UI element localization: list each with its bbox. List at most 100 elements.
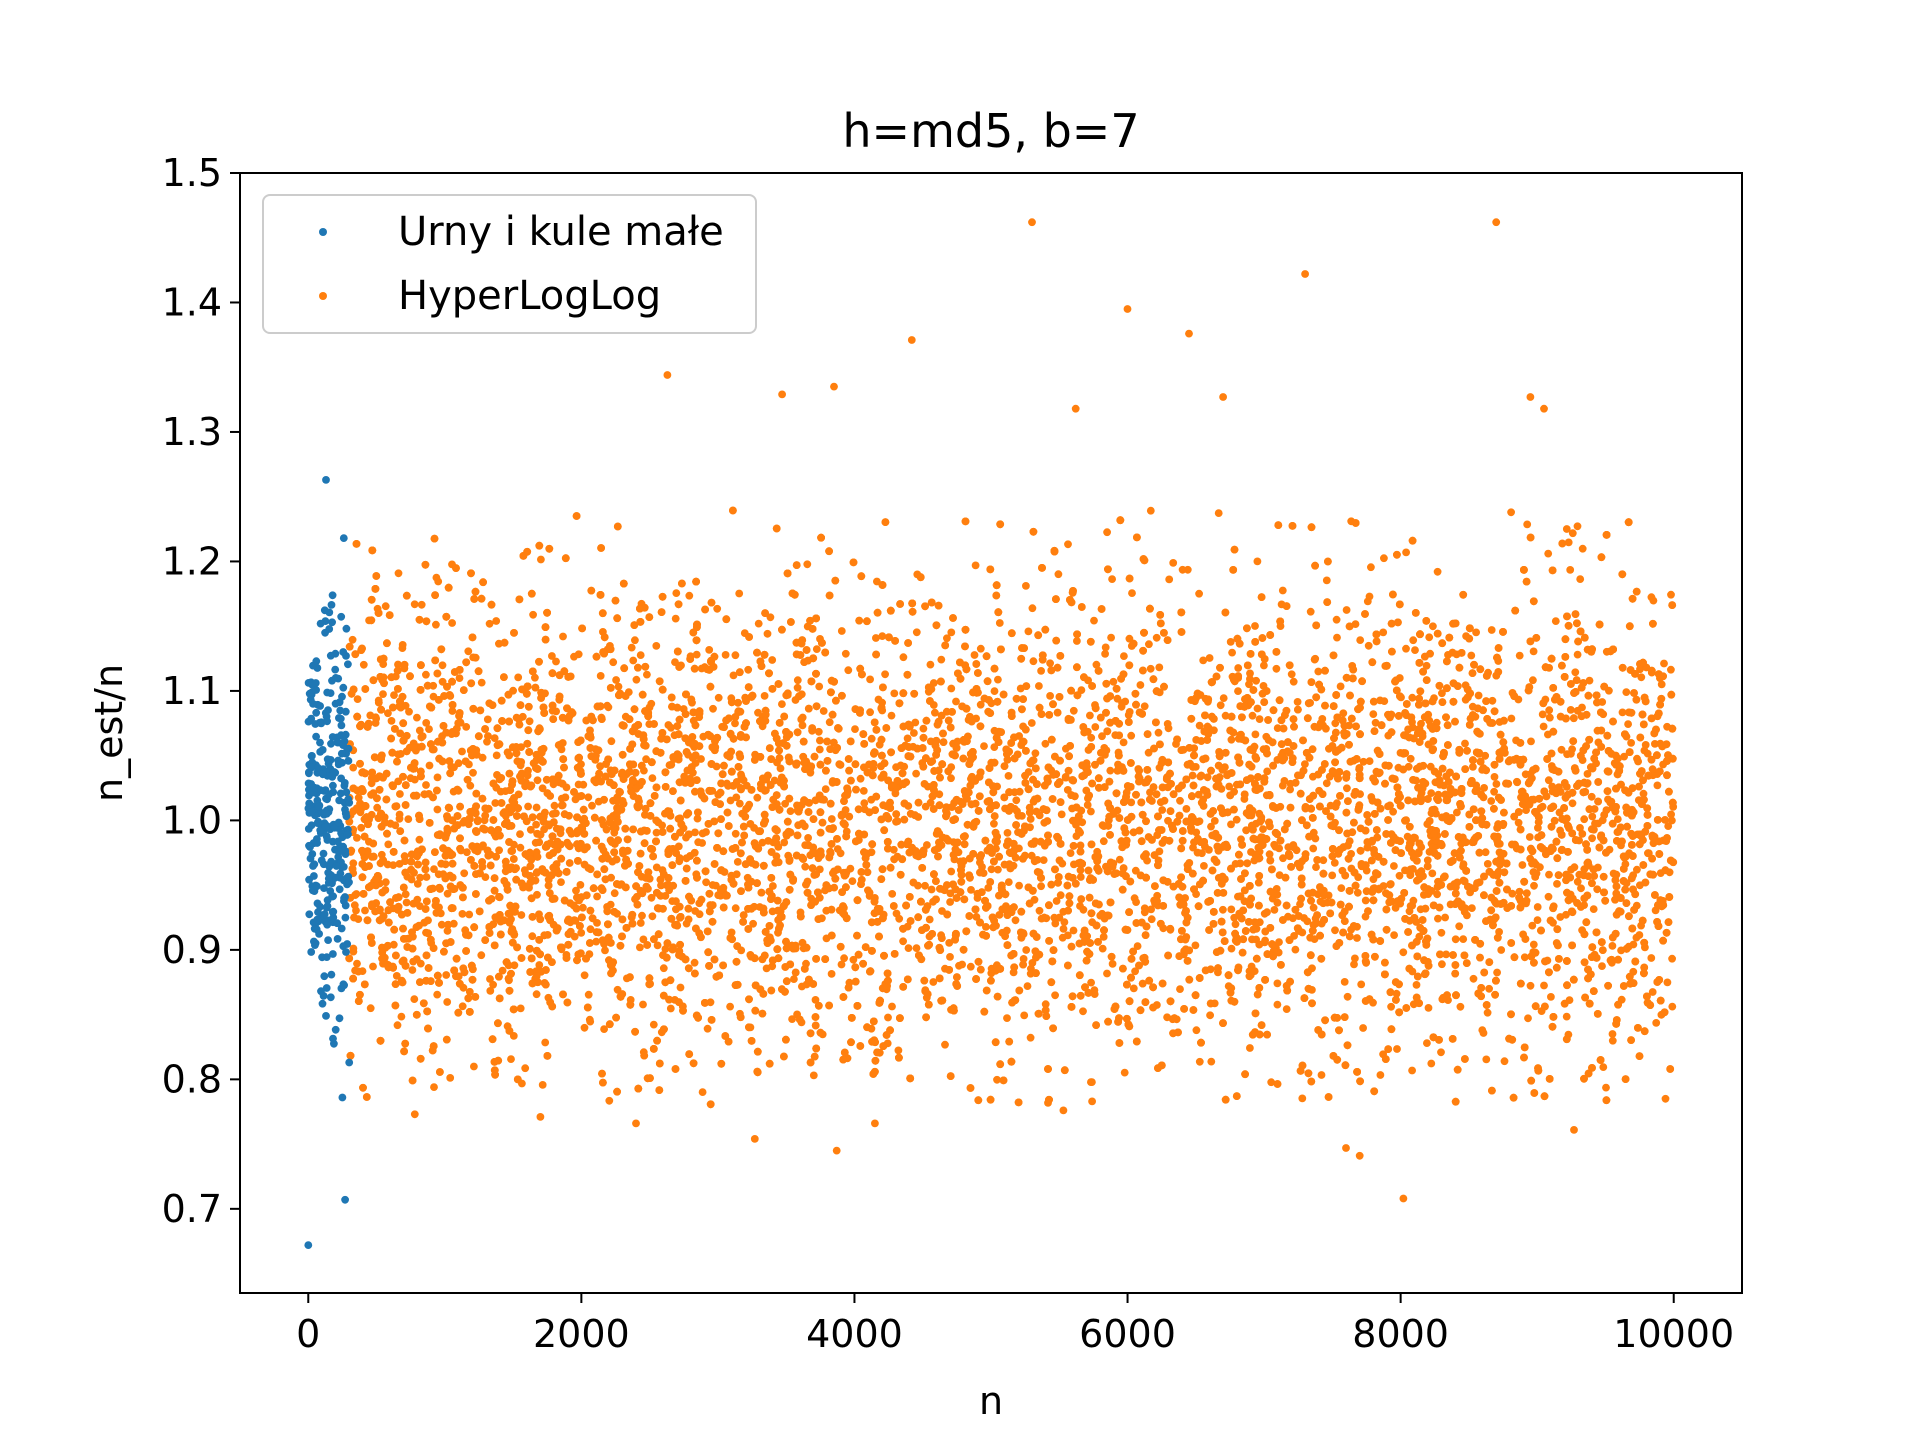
point-hyperloglog	[1278, 586, 1287, 595]
point-hyperloglog	[1412, 981, 1421, 989]
point-hyperloglog	[1309, 903, 1318, 912]
point-hyperloglog	[1573, 522, 1582, 531]
point-hyperloglog	[477, 678, 486, 687]
point-hyperloglog	[904, 944, 913, 952]
point-hyperloglog	[1035, 1009, 1043, 1018]
point-hyperloglog	[1331, 719, 1340, 728]
point-hyperloglog	[1030, 857, 1039, 866]
point-hyperloglog	[1427, 1059, 1436, 1068]
point-hyperloglog	[639, 1000, 647, 1009]
point-hyperloglog	[392, 972, 401, 980]
point-hyperloglog	[1041, 739, 1050, 748]
point-hyperloglog	[638, 911, 646, 920]
point-hyperloglog	[1520, 953, 1529, 962]
point-hyperloglog	[1482, 1055, 1491, 1064]
point-hyperloglog	[1544, 549, 1553, 558]
point-hyperloglog	[1651, 740, 1659, 748]
point-hyperloglog	[1003, 829, 1012, 837]
point-hyperloglog	[1322, 576, 1331, 585]
point-hyperloglog	[837, 960, 846, 969]
point-hyperloglog	[1012, 796, 1021, 805]
point-hyperloglog	[525, 717, 534, 726]
point-hyperloglog	[437, 920, 446, 929]
point-hyperloglog	[856, 774, 865, 783]
point-hyperloglog	[1004, 772, 1013, 780]
point-hyperloglog	[1120, 652, 1128, 660]
point-hyperloglog	[688, 733, 697, 741]
point-hyperloglog	[793, 683, 802, 692]
point-hyperloglog	[692, 650, 701, 659]
point-hyperloglog	[639, 935, 648, 944]
point-hyperloglog	[1508, 889, 1517, 898]
point-hyperloglog	[890, 689, 899, 698]
point-hyperloglog	[1152, 633, 1161, 642]
point-hyperloglog	[1051, 919, 1060, 928]
point-hyperloglog	[538, 784, 547, 793]
point-hyperloglog	[1493, 968, 1501, 977]
point-hyperloglog	[720, 723, 728, 732]
point-hyperloglog	[430, 1083, 438, 1091]
point-hyperloglog	[1251, 622, 1259, 630]
point-hyperloglog	[698, 839, 706, 847]
point-hyperloglog	[485, 619, 494, 628]
point-hyperloglog	[1566, 566, 1575, 574]
point-hyperloglog	[1129, 984, 1138, 993]
point-hyperloglog	[1538, 710, 1547, 719]
point-hyperloglog	[1490, 773, 1499, 781]
point-hyperloglog	[754, 619, 763, 628]
point-hyperloglog	[1037, 667, 1045, 675]
point-hyperloglog	[1456, 1002, 1465, 1011]
point-hyperloglog	[492, 751, 501, 760]
point-hyperloglog	[359, 660, 368, 669]
point-hyperloglog	[691, 828, 699, 837]
point-hyperloglog	[1529, 940, 1538, 949]
point-hyperloglog	[425, 725, 433, 733]
point-hyperloglog	[729, 671, 738, 680]
point-hyperloglog	[1577, 884, 1585, 893]
point-hyperloglog	[731, 829, 740, 838]
point-hyperloglog	[636, 651, 645, 659]
point-hyperloglog	[1573, 650, 1582, 659]
point-hyperloglog	[653, 941, 662, 950]
point-hyperloglog	[438, 661, 447, 670]
point-hyperloglog	[425, 761, 434, 770]
point-hyperloglog	[735, 799, 744, 808]
point-hyperloglog	[661, 892, 670, 900]
point-hyperloglog	[1221, 711, 1230, 720]
point-hyperloglog	[433, 805, 442, 814]
point-hyperloglog	[550, 801, 559, 810]
point-hyperloglog	[1393, 1045, 1401, 1053]
point-hyperloglog	[910, 729, 918, 737]
point-hyperloglog	[937, 655, 946, 664]
point-hyperloglog	[1570, 863, 1579, 872]
point-hyperloglog	[1553, 880, 1561, 888]
point-hyperloglog	[1668, 1002, 1677, 1011]
point-hyperloglog	[643, 670, 651, 679]
point-hyperloglog	[1191, 941, 1200, 950]
point-hyperloglog	[682, 919, 691, 928]
point-hyperloglog	[941, 1040, 949, 1049]
point-hyperloglog	[676, 983, 685, 992]
point-hyperloglog	[1037, 882, 1045, 891]
point-hyperloglog	[394, 569, 403, 578]
point-hyperloglog	[1022, 582, 1030, 590]
point-hyperloglog	[417, 600, 426, 609]
point-hyperloglog	[1331, 926, 1339, 935]
point-hyperloglog	[927, 885, 936, 894]
point-hyperloglog	[1652, 1019, 1661, 1027]
point-hyperloglog	[1145, 640, 1153, 649]
point-hyperloglog	[1653, 781, 1662, 790]
point-hyperloglog	[528, 932, 537, 941]
point-hyperloglog	[610, 889, 619, 898]
point-hyperloglog	[1376, 1071, 1385, 1079]
point-hyperloglog	[809, 1071, 818, 1080]
point-hyperloglog	[912, 944, 921, 952]
point-hyperloglog	[422, 873, 431, 881]
point-hyperloglog	[919, 724, 928, 733]
point-hyperloglog	[552, 707, 560, 716]
point-hyperloglog	[1234, 687, 1242, 695]
point-hyperloglog	[1459, 935, 1468, 943]
point-hyperloglog	[1103, 528, 1111, 537]
point-hyperloglog	[600, 1025, 608, 1033]
point-hyperloglog	[892, 817, 900, 826]
